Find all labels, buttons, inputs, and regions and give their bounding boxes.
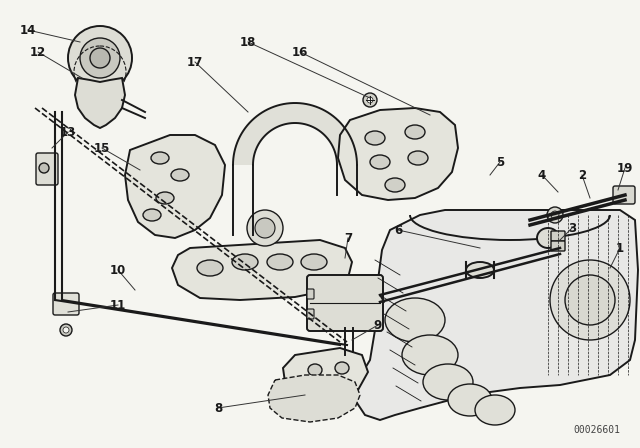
Ellipse shape <box>267 254 293 270</box>
FancyBboxPatch shape <box>613 186 635 204</box>
Text: 19: 19 <box>617 161 633 175</box>
Ellipse shape <box>423 364 473 400</box>
Ellipse shape <box>143 209 161 221</box>
Text: 18: 18 <box>240 35 256 48</box>
Text: 17: 17 <box>187 56 203 69</box>
Circle shape <box>39 163 49 173</box>
Ellipse shape <box>402 335 458 375</box>
Ellipse shape <box>301 254 327 270</box>
Text: 7: 7 <box>344 232 352 245</box>
Text: 5: 5 <box>496 155 504 168</box>
Text: 6: 6 <box>394 224 402 237</box>
Circle shape <box>80 38 120 78</box>
Text: 8: 8 <box>214 401 222 414</box>
Ellipse shape <box>365 131 385 145</box>
Ellipse shape <box>232 254 258 270</box>
Text: 15: 15 <box>94 142 110 155</box>
FancyBboxPatch shape <box>307 289 314 299</box>
Polygon shape <box>283 348 368 400</box>
Circle shape <box>550 260 630 340</box>
Ellipse shape <box>408 151 428 165</box>
Circle shape <box>247 210 283 246</box>
Text: 12: 12 <box>30 46 46 59</box>
Text: 13: 13 <box>60 125 76 138</box>
FancyBboxPatch shape <box>307 275 383 331</box>
Circle shape <box>565 275 615 325</box>
Circle shape <box>68 26 132 90</box>
Text: 4: 4 <box>538 168 546 181</box>
Ellipse shape <box>385 178 405 192</box>
Circle shape <box>551 211 559 219</box>
Polygon shape <box>233 103 357 165</box>
Text: 1: 1 <box>616 241 624 254</box>
FancyBboxPatch shape <box>551 241 565 251</box>
Ellipse shape <box>448 384 492 416</box>
Text: 2: 2 <box>578 168 586 181</box>
Polygon shape <box>125 135 225 238</box>
FancyBboxPatch shape <box>307 309 314 319</box>
Ellipse shape <box>156 192 174 204</box>
Circle shape <box>363 93 377 107</box>
FancyBboxPatch shape <box>36 153 58 185</box>
Polygon shape <box>355 210 638 420</box>
FancyBboxPatch shape <box>53 293 79 315</box>
Ellipse shape <box>171 169 189 181</box>
Ellipse shape <box>475 395 515 425</box>
Ellipse shape <box>151 152 169 164</box>
Circle shape <box>367 97 373 103</box>
Circle shape <box>90 48 110 68</box>
Polygon shape <box>75 78 125 128</box>
Text: 9: 9 <box>374 319 382 332</box>
FancyBboxPatch shape <box>551 231 565 241</box>
Ellipse shape <box>537 228 559 248</box>
Ellipse shape <box>405 125 425 139</box>
Text: 00026601: 00026601 <box>573 425 620 435</box>
Ellipse shape <box>466 262 494 278</box>
Polygon shape <box>338 108 458 200</box>
Text: 3: 3 <box>568 221 576 234</box>
Text: 11: 11 <box>110 298 126 311</box>
Polygon shape <box>172 240 352 300</box>
Text: 14: 14 <box>20 23 36 36</box>
Polygon shape <box>268 375 360 422</box>
Ellipse shape <box>370 155 390 169</box>
Circle shape <box>60 324 72 336</box>
Text: 16: 16 <box>292 46 308 59</box>
Ellipse shape <box>197 260 223 276</box>
Text: 10: 10 <box>110 263 126 276</box>
Circle shape <box>255 218 275 238</box>
Ellipse shape <box>143 170 167 200</box>
Ellipse shape <box>335 362 349 374</box>
Ellipse shape <box>308 364 322 376</box>
Circle shape <box>547 207 563 223</box>
Circle shape <box>63 327 69 333</box>
Ellipse shape <box>385 298 445 342</box>
